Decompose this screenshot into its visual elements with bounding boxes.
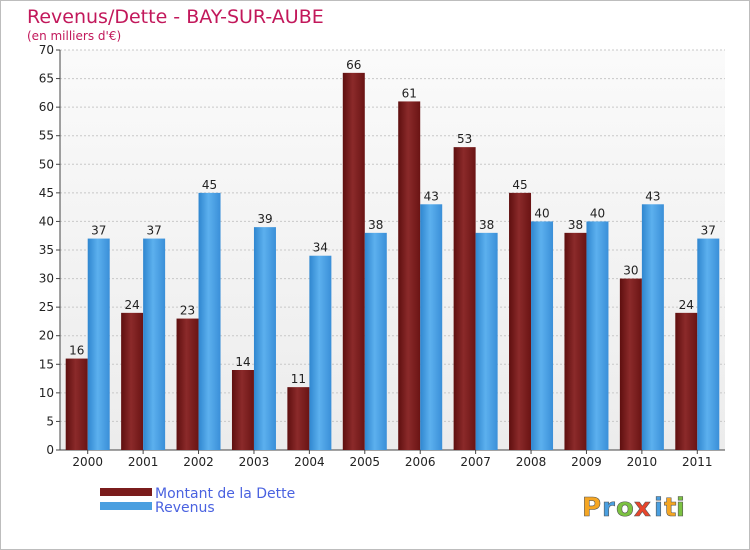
dette-value-label: 61 [402, 86, 417, 100]
dette-value-label: 53 [457, 132, 472, 146]
revenus-value-label: 34 [313, 241, 328, 255]
dette-bar [619, 278, 642, 450]
chart-title: Revenus/Dette - BAY-SUR-AUBE [27, 6, 324, 28]
y-tick-label: 25 [39, 300, 54, 314]
chart-subtitle: (en milliers d'€) [27, 29, 122, 43]
revenus-value-label: 37 [146, 224, 161, 238]
revenus-value-label: 37 [701, 224, 716, 238]
logo-letter: i [676, 493, 685, 523]
x-tick-label: 2009 [571, 455, 602, 469]
y-tick-label: 45 [39, 186, 54, 200]
revenus-bar [531, 221, 554, 450]
revenus-value-label: 45 [202, 178, 217, 192]
revenus-bar [420, 204, 443, 450]
dette-bar [564, 232, 587, 450]
x-tick-label: 2008 [516, 455, 547, 469]
x-tick-label: 2000 [72, 455, 103, 469]
revenus-bar [586, 221, 609, 450]
revenus-bar [641, 204, 664, 450]
x-tick-label: 2001 [128, 455, 159, 469]
revenus-bar [87, 238, 110, 450]
revenus-value-label: 40 [534, 206, 549, 220]
y-tick-label: 40 [39, 214, 54, 228]
revenus-value-label: 43 [645, 189, 660, 203]
revenus-value-label: 38 [368, 218, 383, 232]
revenus-value-label: 37 [91, 224, 106, 238]
x-tick-label: 2003 [239, 455, 270, 469]
logo-letter: r [602, 493, 615, 523]
revenus-value-label: 39 [257, 212, 272, 226]
dette-bar [287, 387, 310, 450]
revenus-bar [198, 192, 221, 450]
y-tick-label: 60 [39, 100, 54, 114]
legend-label-dette: Montant de la Dette [155, 486, 295, 502]
bars [65, 72, 720, 450]
dette-value-label: 24 [124, 298, 139, 312]
logo-letter: x [634, 493, 651, 523]
dette-value-label: 16 [69, 344, 84, 358]
y-tick-label: 15 [39, 357, 54, 371]
x-tick-label: 2002 [183, 455, 214, 469]
legend-swatch-dette [100, 488, 152, 496]
revenus-value-label: 43 [424, 189, 439, 203]
logo-letter: i [654, 493, 663, 523]
revenus-bar [143, 238, 166, 450]
dette-bar [453, 147, 476, 450]
dette-bar [398, 101, 421, 450]
legend-swatch-revenus [100, 502, 152, 510]
dette-value-label: 38 [568, 218, 583, 232]
axes: 0 5 10 15 20 25 30 35 40 45 50 55 60 65 70 2000 2001 2002… [39, 43, 725, 469]
dette-value-label: 14 [235, 355, 250, 369]
dette-value-label: 30 [623, 264, 638, 278]
dette-bar [231, 370, 254, 450]
y-tick-label: 70 [39, 43, 54, 57]
y-tick-label: 5 [46, 414, 54, 428]
dette-value-label: 45 [512, 178, 527, 192]
dette-value-label: 66 [346, 58, 361, 72]
dette-value-label: 24 [679, 298, 694, 312]
x-tick-label: 2010 [627, 455, 658, 469]
y-tick-label: 50 [39, 157, 54, 171]
y-tick-label: 30 [39, 272, 54, 286]
revenus-bar [475, 232, 498, 450]
revenus-bar [309, 255, 332, 450]
x-tick-label: 2006 [405, 455, 436, 469]
revenus-bar [364, 232, 387, 450]
dette-value-label: 11 [291, 372, 306, 386]
y-tick-label: 0 [46, 443, 54, 457]
dette-bar [65, 358, 88, 450]
dette-value-label: 23 [180, 304, 195, 318]
data-labels: 16 37 24 37 23 45 14 39 11 34 66 38 61 43 53 38 45 40 38 40… [69, 58, 716, 386]
dette-bar [342, 72, 365, 450]
y-tick-label: 35 [39, 243, 54, 257]
x-tick-label: 2005 [350, 455, 381, 469]
y-tick-label: 55 [39, 129, 54, 143]
dette-bar [509, 192, 532, 450]
y-tick-label: 20 [39, 329, 54, 343]
dette-bar [675, 312, 698, 450]
dette-bar [121, 312, 144, 450]
y-tick-label: 65 [39, 72, 54, 86]
x-tick-label: 2007 [460, 455, 491, 469]
revenus-value-label: 40 [590, 206, 605, 220]
revenus-bar [253, 227, 276, 450]
logo-letter: o [616, 493, 634, 523]
logo-letter: t [664, 493, 676, 523]
logo-letter: P [582, 493, 601, 523]
y-tick-label: 10 [39, 386, 54, 400]
revenus-value-label: 38 [479, 218, 494, 232]
x-tick-label: 2004 [294, 455, 325, 469]
x-tick-label: 2011 [682, 455, 713, 469]
legend-label-revenus: Revenus [155, 500, 215, 516]
revenus-bar [697, 238, 720, 450]
dette-bar [176, 318, 199, 450]
